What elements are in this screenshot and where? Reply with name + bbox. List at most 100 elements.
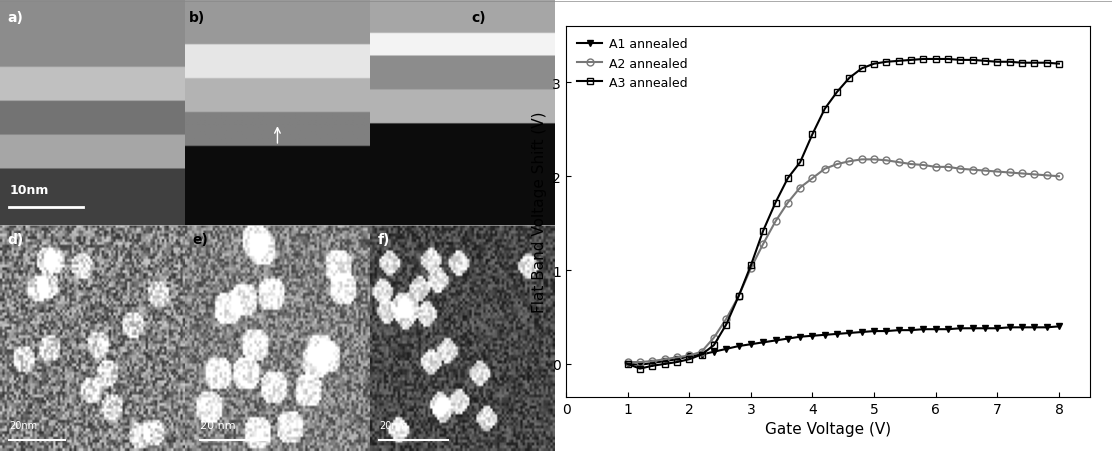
A1 annealed	[1003, 325, 1016, 330]
A2 annealed	[942, 165, 955, 170]
A2 annealed	[781, 200, 794, 206]
Y-axis label: Flat Band Voltage Shift (V): Flat Band Voltage Shift (V)	[532, 111, 547, 313]
A2 annealed	[818, 167, 832, 172]
Legend: A1 annealed, A2 annealed, A3 annealed: A1 annealed, A2 annealed, A3 annealed	[573, 33, 692, 95]
A2 annealed	[831, 162, 844, 167]
A1 annealed	[683, 354, 696, 359]
A1 annealed	[620, 361, 634, 367]
A3 annealed	[768, 200, 782, 206]
A2 annealed	[671, 355, 684, 360]
A2 annealed	[794, 185, 807, 191]
A1 annealed	[744, 342, 757, 347]
A1 annealed	[1052, 324, 1065, 329]
A1 annealed	[719, 346, 733, 352]
A1 annealed	[768, 338, 782, 343]
A2 annealed	[707, 335, 721, 341]
A3 annealed	[719, 322, 733, 327]
A3 annealed	[916, 57, 930, 63]
A1 annealed	[1015, 325, 1029, 330]
A2 annealed	[806, 176, 820, 181]
Line: A1 annealed: A1 annealed	[624, 323, 1062, 368]
A2 annealed	[929, 165, 942, 170]
A3 annealed	[904, 58, 917, 64]
Line: A3 annealed: A3 annealed	[624, 56, 1062, 372]
A2 annealed	[892, 160, 905, 166]
A1 annealed	[794, 334, 807, 340]
Text: 20nm: 20nm	[9, 420, 38, 430]
A3 annealed	[744, 263, 757, 268]
Text: 10nm: 10nm	[9, 184, 49, 197]
A2 annealed	[1015, 171, 1029, 177]
A1 annealed	[707, 349, 721, 354]
A3 annealed	[658, 361, 672, 367]
A1 annealed	[855, 330, 868, 335]
A3 annealed	[1052, 62, 1065, 67]
A2 annealed	[954, 167, 967, 172]
Text: e): e)	[192, 232, 208, 246]
A1 annealed	[1027, 325, 1041, 330]
A3 annealed	[1040, 61, 1053, 66]
A2 annealed	[880, 158, 893, 164]
A1 annealed	[831, 331, 844, 337]
A3 annealed	[843, 76, 856, 81]
A1 annealed	[1040, 325, 1053, 330]
X-axis label: Gate Voltage (V): Gate Voltage (V)	[765, 421, 891, 436]
Text: 20nm: 20nm	[379, 420, 407, 430]
A2 annealed	[1003, 170, 1016, 176]
A1 annealed	[867, 329, 881, 334]
A2 annealed	[756, 242, 770, 247]
A3 annealed	[794, 160, 807, 166]
A1 annealed	[929, 327, 942, 332]
Line: A2 annealed: A2 annealed	[624, 156, 1062, 366]
A1 annealed	[892, 328, 905, 333]
A3 annealed	[979, 59, 992, 64]
A2 annealed	[916, 163, 930, 168]
A2 annealed	[633, 359, 646, 365]
A2 annealed	[658, 357, 672, 362]
A1 annealed	[781, 336, 794, 341]
A1 annealed	[916, 327, 930, 332]
A3 annealed	[855, 66, 868, 72]
Text: c): c)	[471, 11, 486, 25]
A2 annealed	[1027, 172, 1041, 178]
A2 annealed	[904, 162, 917, 167]
A2 annealed	[855, 157, 868, 163]
A1 annealed	[818, 332, 832, 338]
Text: 20 nm: 20 nm	[200, 420, 236, 430]
A1 annealed	[966, 326, 980, 331]
A2 annealed	[991, 170, 1004, 175]
A2 annealed	[966, 168, 980, 173]
A3 annealed	[781, 176, 794, 181]
A1 annealed	[904, 328, 917, 333]
A3 annealed	[756, 229, 770, 234]
A3 annealed	[991, 60, 1004, 65]
A1 annealed	[695, 352, 708, 358]
A2 annealed	[620, 359, 634, 365]
A1 annealed	[979, 326, 992, 331]
A1 annealed	[646, 360, 659, 366]
A2 annealed	[867, 157, 881, 163]
A2 annealed	[979, 169, 992, 174]
A1 annealed	[880, 329, 893, 334]
A3 annealed	[954, 58, 967, 64]
A1 annealed	[843, 331, 856, 336]
A3 annealed	[707, 343, 721, 348]
A1 annealed	[954, 326, 967, 331]
A2 annealed	[744, 266, 757, 272]
A2 annealed	[732, 294, 745, 299]
A3 annealed	[892, 59, 905, 64]
A3 annealed	[942, 57, 955, 63]
A3 annealed	[732, 294, 745, 299]
A3 annealed	[620, 361, 634, 367]
A3 annealed	[818, 107, 832, 112]
A3 annealed	[1003, 60, 1016, 65]
A3 annealed	[633, 366, 646, 372]
A2 annealed	[695, 349, 708, 354]
A1 annealed	[633, 362, 646, 368]
A2 annealed	[719, 317, 733, 322]
A1 annealed	[671, 357, 684, 362]
Text: f): f)	[377, 232, 389, 246]
Text: a): a)	[8, 11, 23, 25]
A1 annealed	[658, 359, 672, 364]
A2 annealed	[1040, 173, 1053, 179]
